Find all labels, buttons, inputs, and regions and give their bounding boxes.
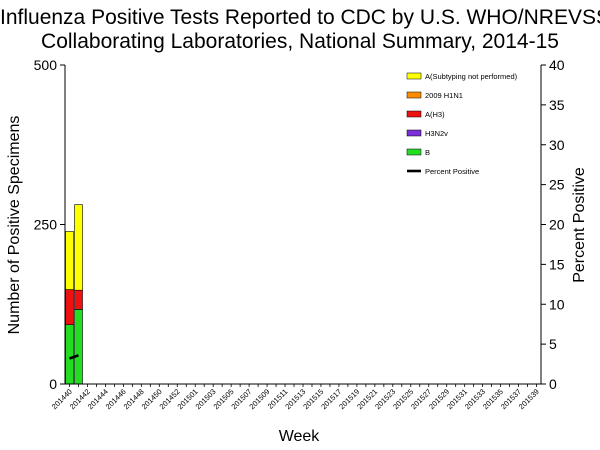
- legend-label-0: A(Subtyping not performed): [425, 72, 518, 81]
- legend-label-1: 2009 H1N1: [425, 91, 463, 100]
- y2-tick-label-30: 30: [549, 137, 565, 153]
- y2-tick-label-40: 40: [549, 57, 565, 73]
- y2-tick-label-10: 10: [549, 296, 565, 312]
- legend-label-5: Percent Positive: [425, 167, 479, 176]
- bar-201441-series-0: [74, 309, 83, 385]
- y2-tick-label-20: 20: [549, 217, 565, 233]
- y2-tick-label-35: 35: [549, 97, 565, 113]
- x-axis-label: Week: [279, 428, 321, 445]
- legend-swatch-4: [406, 148, 422, 156]
- y2-tick-label-15: 15: [549, 256, 565, 272]
- bar-201440-series-2: [65, 289, 74, 326]
- chart-title-line-2: Collaborating Laboratories, National Sum…: [41, 30, 559, 53]
- y-axis-label: Number of Positive Specimens: [6, 116, 23, 335]
- bar-201440-series-4: [65, 231, 74, 290]
- y2-tick-label-25: 25: [549, 177, 565, 193]
- legend-swatch-3: [406, 129, 422, 137]
- y-tick-label-0: 0: [49, 376, 57, 392]
- legend-label-2: A(H3): [425, 110, 445, 119]
- legend: A(Subtyping not performed) 2009 H1N1 A(H3)…: [406, 72, 518, 176]
- y-tick-label-250: 250: [34, 217, 58, 233]
- bar-201441-series-4: [74, 204, 83, 291]
- bar-201440-series-0: [65, 324, 74, 385]
- percent-positive-line: [69, 354, 79, 360]
- chart-title-line-1: Influenza Positive Tests Reported to CDC…: [0, 6, 600, 29]
- bar-201441-series-2: [74, 289, 83, 310]
- y2-tick-label-0: 0: [549, 376, 557, 392]
- legend-swatch-0: [406, 72, 422, 80]
- legend-swatch-1: [406, 91, 422, 99]
- x-tick-label-201539: 201539: [517, 387, 541, 411]
- y2-tick-label-5: 5: [549, 336, 557, 352]
- y2-axis-label: Percent Positive: [571, 167, 588, 283]
- legend-label-4: B: [425, 148, 430, 157]
- legend-swatch-2: [406, 110, 422, 118]
- y-tick-label-500: 500: [34, 57, 58, 73]
- legend-label-3: H3N2v: [425, 129, 448, 138]
- chart-title: Influenza Positive Tests Reported to CDC…: [0, 6, 600, 54]
